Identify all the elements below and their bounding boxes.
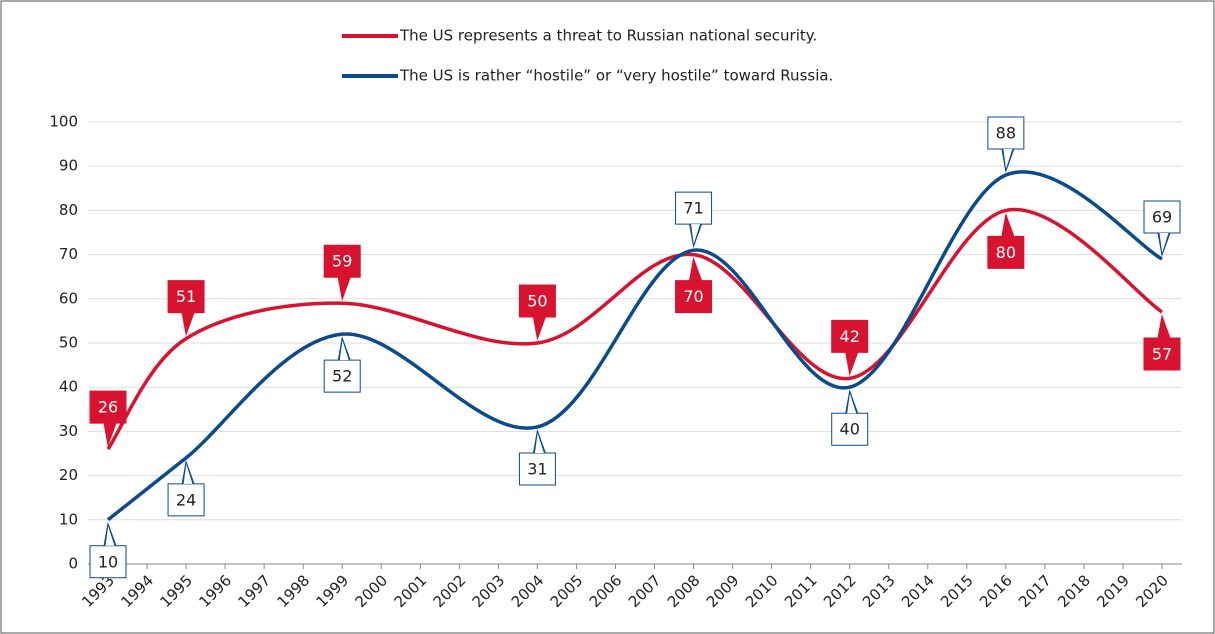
data-label-text: 80: [996, 243, 1016, 262]
data-label: 80: [987, 212, 1025, 269]
x-tick-label: 2004: [508, 571, 548, 611]
label-box: [323, 244, 361, 302]
data-label-text: 57: [1152, 345, 1172, 364]
x-tick-label: 1999: [313, 571, 353, 611]
data-label-text: 51: [176, 287, 196, 306]
x-tick-label: 2000: [352, 571, 392, 611]
data-label-text: 42: [840, 327, 860, 346]
series-line: [106, 207, 1163, 451]
y-tick-label: 30: [59, 422, 78, 440]
y-tick-label: 20: [59, 466, 78, 484]
data-label-text: 31: [527, 459, 547, 478]
y-tick-label: 60: [59, 289, 78, 307]
data-label: 26: [89, 390, 127, 447]
legend-label: The US represents a threat to Russian na…: [399, 27, 817, 45]
data-label-text: 59: [332, 252, 352, 271]
y-tick-label: 40: [59, 378, 78, 396]
y-tick-label: 50: [59, 334, 78, 352]
data-label-text: 52: [332, 367, 352, 386]
x-tick-label: 2006: [586, 571, 626, 611]
data-label: 88: [987, 116, 1025, 173]
x-tick-label: 1996: [195, 571, 235, 611]
y-tick-label: 0: [68, 555, 78, 573]
label-box: [167, 280, 205, 337]
label-box: [518, 284, 556, 341]
label-pointer: [846, 391, 858, 414]
label-pointer: [690, 224, 702, 247]
data-label-text: 26: [98, 398, 118, 417]
x-tick-label: 2008: [664, 571, 704, 611]
x-tick-label: 2002: [430, 571, 470, 611]
label-box: [1143, 314, 1181, 371]
data-label-text: 70: [683, 287, 703, 306]
y-tick-label: 10: [59, 510, 78, 528]
x-tick-label: 2016: [976, 571, 1016, 611]
x-tick-label: 2001: [391, 571, 431, 611]
label-pointer: [533, 430, 545, 454]
x-tick-label: 2020: [1132, 571, 1172, 611]
data-label-text: 50: [527, 292, 547, 311]
label-box: [89, 390, 127, 447]
label-pointer: [104, 523, 116, 546]
x-tick-label: 2014: [898, 571, 938, 611]
label-box: [675, 256, 713, 314]
data-label-text: 69: [1152, 208, 1172, 227]
label-box: [987, 212, 1025, 269]
y-tick-label: 70: [59, 245, 78, 263]
x-tick-label: 2019: [1093, 571, 1133, 611]
label-pointer: [338, 338, 350, 361]
x-tick-label: 2007: [625, 571, 665, 611]
x-tick-label: 2005: [547, 571, 587, 611]
x-tick-label: 2013: [859, 571, 899, 611]
x-tick-label: 2017: [1015, 571, 1055, 611]
x-tick-label: 1997: [234, 571, 274, 611]
y-tick-label: 100: [49, 113, 78, 131]
data-label: 69: [1143, 200, 1181, 257]
data-label: 50: [518, 284, 556, 341]
label-pointer: [182, 461, 194, 485]
label-pointer: [1158, 232, 1170, 256]
y-tick-label: 90: [59, 157, 78, 175]
data-label: 59: [323, 244, 361, 302]
data-label: 52: [323, 336, 361, 393]
x-tick-label: 1995: [156, 571, 196, 611]
data-label-text: 71: [683, 199, 703, 218]
x-tick-label: 1998: [273, 571, 313, 611]
data-label: 71: [675, 191, 713, 249]
data-label-text: 24: [176, 490, 196, 509]
x-tick-label: 2012: [820, 571, 860, 611]
data-label: 42: [831, 319, 869, 377]
data-label: 31: [518, 429, 556, 486]
data-label: 40: [831, 389, 869, 446]
label-box: [831, 319, 869, 377]
data-label: 70: [675, 256, 713, 314]
data-label-text: 88: [996, 124, 1016, 143]
data-label: 10: [89, 521, 127, 579]
data-label-text: 10: [98, 552, 118, 571]
legend-label: The US is rather “hostile” or “very host…: [399, 67, 833, 85]
x-tick-label: 2009: [703, 571, 743, 611]
data-label-text: 40: [840, 420, 860, 439]
x-tick-label: 2015: [937, 571, 977, 611]
x-tick-label: 2010: [742, 571, 782, 611]
data-label: 51: [167, 280, 205, 337]
label-pointer: [1002, 148, 1014, 172]
data-label: 57: [1143, 314, 1181, 371]
x-tick-label: 2018: [1054, 571, 1094, 611]
series-line: [106, 170, 1163, 522]
data-label: 24: [167, 460, 205, 517]
y-tick-label: 80: [59, 201, 78, 219]
x-tick-label: 2011: [781, 571, 821, 611]
x-tick-label: 2003: [469, 571, 509, 611]
